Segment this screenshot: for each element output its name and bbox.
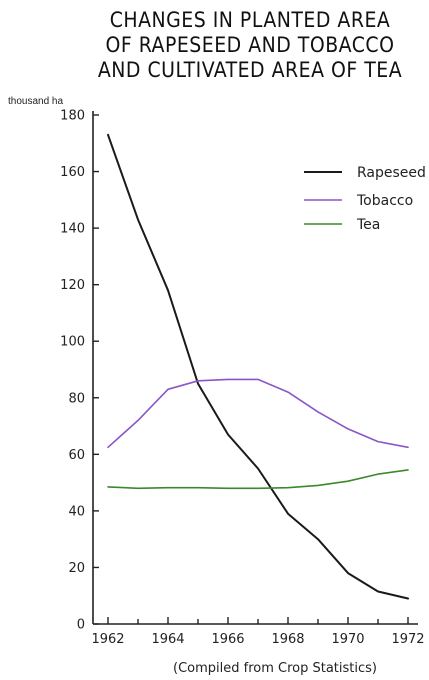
- y-tick-label: 160: [60, 165, 85, 180]
- y-tick-label: 120: [60, 278, 85, 293]
- legend-label-tobacco: Tobacco: [356, 193, 413, 209]
- y-tick-label: 140: [60, 222, 85, 237]
- y-tick-label: 0: [77, 618, 85, 633]
- y-tick-label: 40: [68, 504, 85, 519]
- x-tick-label: 1972: [391, 632, 424, 647]
- axes: 0 20 40 60 80 100 120 140 160 180 thousand ha 1962 1…: [8, 96, 425, 647]
- x-tick-label: 1962: [91, 632, 124, 647]
- y-axis-unit-label: thousand ha: [8, 96, 63, 107]
- legend: Rapeseed Tobacco Tea: [304, 165, 426, 233]
- chart-title-line-3: AND CULTIVATED AREA OF TEA: [97, 58, 403, 82]
- chart-title-line-2: OF RAPESEED AND TOBACCO: [105, 33, 395, 57]
- series-line-tobacco: [107, 378, 409, 449]
- series-line-rapeseed: [107, 133, 409, 600]
- x-tick-label: 1968: [271, 632, 304, 647]
- source-note: (Compiled from Crop Statistics): [173, 661, 377, 676]
- series-group: [107, 133, 409, 600]
- chart-title-line-1: CHANGES IN PLANTED AREA: [109, 8, 391, 32]
- y-tick-label: 60: [68, 448, 85, 463]
- y-tick-label: 100: [60, 335, 85, 350]
- x-tick-label: 1966: [211, 632, 244, 647]
- series-line-tea: [107, 469, 409, 490]
- legend-label-rapeseed: Rapeseed: [357, 165, 426, 181]
- x-tick-label: 1970: [331, 632, 364, 647]
- legend-label-tea: Tea: [356, 217, 380, 233]
- x-tick-label: 1964: [151, 632, 184, 647]
- chart-title: CHANGES IN PLANTED AREA OF RAPESEED AND …: [0, 8, 429, 83]
- y-tick-label: 180: [60, 109, 85, 124]
- y-tick-label: 20: [68, 561, 85, 576]
- y-tick-label: 80: [68, 391, 85, 406]
